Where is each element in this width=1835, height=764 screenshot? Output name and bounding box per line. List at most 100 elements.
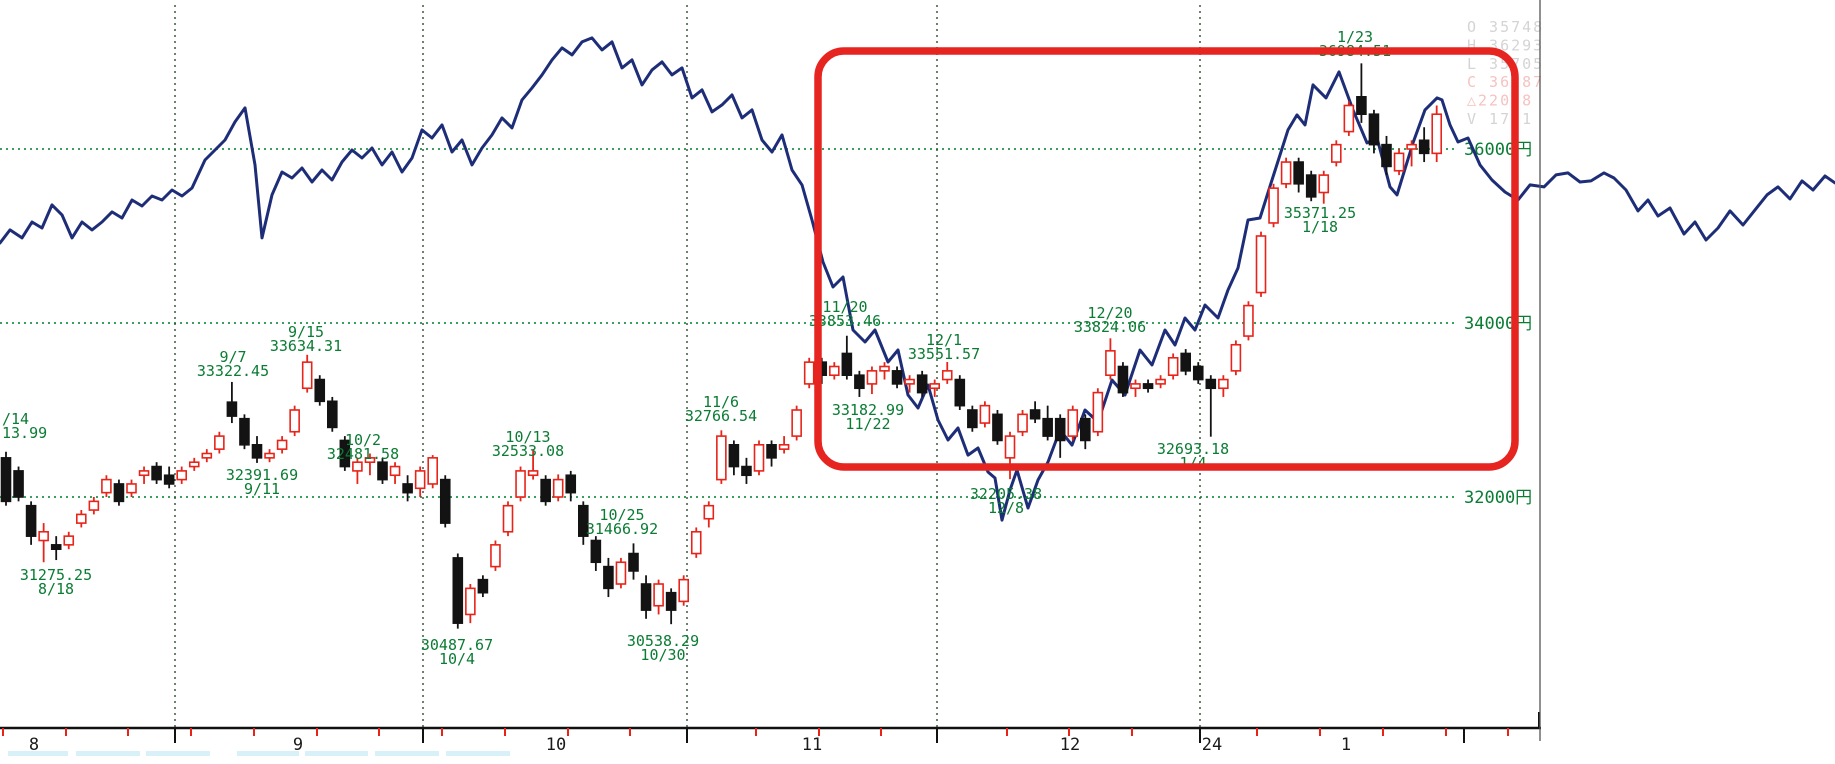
candle-up (690, 527, 702, 558)
candle-down (728, 440, 740, 476)
candle-down (1142, 379, 1154, 393)
readout-row: △220.8 (1467, 92, 1533, 110)
candle-down (577, 501, 589, 545)
candle-down (50, 536, 62, 561)
svg-text:32693.18: 32693.18 (1157, 440, 1229, 458)
candle-down (1080, 414, 1091, 450)
candle-down (477, 575, 489, 598)
candle-up (88, 497, 100, 515)
candle-down (854, 370, 865, 397)
candle-up (904, 375, 915, 393)
svg-text:10/13: 10/13 (505, 428, 550, 446)
candle-down (1054, 414, 1066, 458)
candle-up (678, 575, 690, 606)
candle-up (941, 362, 953, 384)
candle-down (113, 479, 125, 506)
candle-up (427, 455, 439, 489)
svg-text:10/25: 10/25 (599, 506, 644, 524)
candle-up (502, 501, 514, 537)
candle-up (1067, 405, 1079, 441)
candle-up (264, 449, 275, 463)
candle-down (1042, 405, 1053, 441)
taskbar-remnant-bar (375, 751, 439, 756)
candle-down (1305, 170, 1317, 202)
candle-up (352, 457, 363, 484)
candle-up (1155, 375, 1166, 389)
svg-text:1/23: 1/23 (1337, 28, 1373, 46)
candle-up (414, 466, 426, 497)
svg-text:12/20: 12/20 (1087, 304, 1132, 322)
candle-up (1167, 353, 1179, 380)
candle-up (753, 440, 765, 476)
taskbar-remnant-bar (446, 751, 510, 756)
candle-up (188, 457, 200, 471)
candle-up (1017, 410, 1028, 437)
candle-up (214, 431, 225, 454)
pivot-label: 31275.258/18 (20, 566, 92, 598)
month-label: 11 (802, 735, 822, 755)
candle-up (1280, 157, 1292, 189)
candle-up (276, 436, 288, 454)
candle-up (138, 466, 150, 484)
candle-down (665, 588, 677, 625)
svg-text:30538.29: 30538.29 (627, 632, 699, 650)
candle-up (1004, 431, 1016, 480)
candle-up (515, 466, 526, 502)
svg-text:10/4: 10/4 (439, 650, 475, 668)
readout-row: V 17.1 (1467, 110, 1533, 128)
svg-text:9/7: 9/7 (219, 348, 246, 366)
taskbar-remnant-bar (8, 751, 68, 756)
svg-text:9/15: 9/15 (288, 323, 324, 341)
candle-down (1381, 135, 1392, 176)
candle-up (1431, 105, 1442, 163)
candle-down (916, 370, 928, 397)
readout-row: L 35705 (1467, 55, 1544, 73)
candle-down (628, 543, 639, 580)
highlight-box-border (814, 47, 1519, 471)
candle-up (389, 462, 401, 484)
candle-down (640, 575, 652, 619)
candle-up (38, 523, 49, 563)
candle-down (540, 475, 551, 506)
candle-down (339, 436, 351, 471)
pivot-annotations: /1413.9931275.258/189/733322.459/1533634… (2, 28, 1391, 668)
candle-down (13, 466, 24, 502)
candle-up (1268, 183, 1279, 228)
svg-text:35371.25: 35371.25 (1284, 204, 1356, 222)
candle-down (766, 440, 777, 467)
candle-down (1418, 127, 1430, 163)
readout-row: O 35748 (1467, 18, 1544, 36)
candle-up (76, 510, 87, 528)
candle-up (1130, 379, 1141, 397)
y-axis-label: 32000円 (1464, 488, 1532, 508)
taskbar-remnant-bar (305, 751, 368, 756)
svg-text:30487.67: 30487.67 (421, 636, 493, 654)
candle-down (967, 405, 978, 432)
svg-text:11/22: 11/22 (845, 415, 890, 433)
candle-up (1406, 140, 1417, 167)
candle-down (1117, 362, 1129, 397)
candle-up (63, 531, 75, 550)
candle-up (929, 379, 941, 397)
candle-up (778, 436, 790, 454)
candle-down (1180, 349, 1191, 376)
candle-down (226, 381, 238, 424)
candle-up (1243, 301, 1254, 341)
candle-down (452, 553, 464, 629)
candle-down (377, 457, 388, 484)
candle-down (239, 414, 250, 450)
month-label: 12 (1060, 735, 1080, 755)
svg-text:33182.99: 33182.99 (832, 401, 904, 419)
candle-up (1218, 375, 1229, 397)
svg-text:8/18: 8/18 (38, 580, 74, 598)
candle-up (615, 557, 627, 589)
